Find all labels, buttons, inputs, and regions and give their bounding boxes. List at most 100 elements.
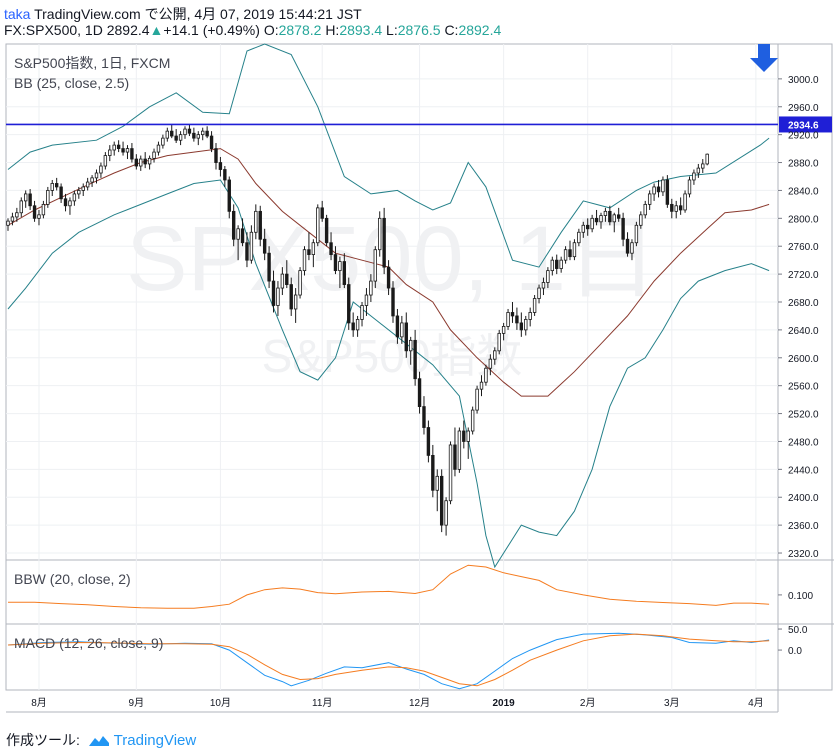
bbw-legend: BBW (20, close, 2) [14,571,131,587]
macd-tick-label: 50.0 [788,625,808,636]
candle [488,354,493,376]
close-label: C: [444,22,459,38]
candle-body [205,130,209,137]
candle-body [493,350,497,360]
chart-border [5,43,833,691]
candle-body [249,231,254,261]
candle [32,200,37,222]
horizontal-line[interactable]: 2934.6 [6,116,832,133]
candle [108,145,112,162]
candle-body [639,214,643,226]
candle [373,246,377,289]
price-tick-label: 2440.0 [788,465,819,476]
candle [77,186,81,199]
candle [431,444,435,498]
candle-body [661,179,665,193]
candle-body [28,193,32,207]
candle-body [178,134,183,141]
time-tick-label: 11月 [312,697,332,709]
candle [125,145,130,160]
candle-body [24,193,28,202]
arrow-down-icon[interactable] [750,44,778,72]
price-tick-label: 2560.0 [788,382,819,393]
candle-body [223,169,227,181]
candle [187,124,192,137]
candle [400,315,404,344]
candle [360,302,364,327]
candle [351,312,355,337]
candle [37,209,41,226]
time-tick-label: 9月 [129,697,145,709]
candle [417,371,422,414]
candle-body [108,149,112,156]
candle-body [515,315,519,324]
price-tick-label: 2640.0 [788,326,819,337]
candle [435,469,439,512]
candle [546,267,550,289]
candle [621,212,625,247]
candle [324,214,329,247]
last-price: 2892.4 [106,22,150,38]
candle [501,322,506,341]
candle [568,240,572,261]
candle [130,143,134,163]
down-arrow-shape[interactable] [750,44,778,72]
candle-body [298,270,302,296]
candle [209,131,214,153]
author-name[interactable]: taka [4,6,31,22]
candle [245,232,249,268]
candle-body [630,242,634,254]
candle-body [603,210,608,216]
candle-body [369,280,373,296]
candle [302,246,307,276]
candle-body [311,242,316,255]
candle-body [559,259,563,269]
candle-body [572,242,577,258]
footer-brand[interactable]: TradingView [113,732,197,749]
candle [369,274,373,302]
candle-body [307,249,311,255]
tradingview-logo-icon[interactable] [88,734,110,748]
candle [28,189,32,210]
candle [643,200,647,219]
candle-body [116,144,121,149]
candle-body [15,212,19,218]
candle-body [37,214,41,219]
candle-body [395,315,400,338]
candle [457,427,462,473]
candle [240,218,245,247]
candle [510,302,515,323]
candle [652,183,656,201]
time-tick-label: 10月 [210,697,231,709]
candle-body [519,322,524,331]
candle-body [183,128,187,136]
candle-body [85,181,90,188]
candle [577,228,581,247]
candle-body [245,242,249,261]
candle-body [439,475,444,526]
candle [422,396,426,435]
candle [152,148,156,163]
candle [590,214,594,233]
candle-body [170,130,174,137]
candle-body [289,284,293,310]
candle [519,312,524,337]
candle [524,315,528,336]
candle [41,200,46,219]
candle-body [143,158,147,165]
price-tick-label: 2480.0 [788,437,819,448]
candle-body [10,216,15,222]
bbw-tick-label: 0.100 [788,591,813,602]
candle [223,166,227,187]
candle [63,193,68,212]
candle-body [594,217,599,223]
price-tick-label: 2320.0 [788,549,819,560]
candle [24,190,28,208]
candle [532,295,537,316]
candle [413,329,417,386]
candle-body [156,144,161,153]
candle [665,175,670,208]
time-tick-label: 12月 [409,697,430,709]
candle [249,225,254,264]
candle-body [647,193,652,205]
